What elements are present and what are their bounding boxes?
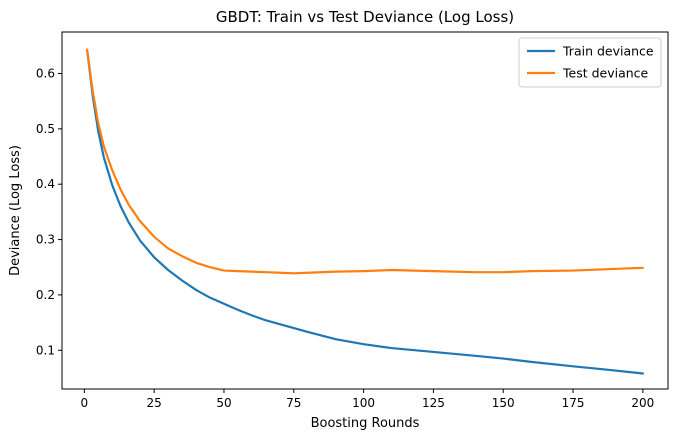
y-axis-label: Deviance (Log Loss) <box>8 145 23 276</box>
y-tick-label: 0.6 <box>36 67 55 81</box>
x-tick-label: 75 <box>286 396 301 410</box>
x-tick-label: 0 <box>81 396 89 410</box>
y-tick-label: 0.2 <box>36 288 55 302</box>
x-tick-label: 100 <box>352 396 375 410</box>
y-tick-label: 0.5 <box>36 122 55 136</box>
x-tick-label: 175 <box>562 396 585 410</box>
plot-frame <box>61 31 669 390</box>
y-tick-label: 0.4 <box>36 177 55 191</box>
x-tick-label: 50 <box>216 396 231 410</box>
x-tick-label: 200 <box>631 396 654 410</box>
chart-title: GBDT: Train vs Test Deviance (Log Loss) <box>216 8 514 26</box>
x-tick-label: 25 <box>147 396 162 410</box>
legend-label: Train deviance <box>562 44 654 59</box>
x-tick-label: 150 <box>492 396 515 410</box>
x-axis-label: Boosting Rounds <box>311 416 420 431</box>
plot-area <box>86 48 644 375</box>
y-tick-label: 0.1 <box>36 343 55 357</box>
y-tick-label: 0.3 <box>36 233 55 247</box>
legend: Train deviance Test deviance <box>518 37 662 88</box>
series-line-train <box>86 48 644 375</box>
series-line-test <box>86 48 644 275</box>
axis-ticks: 0 25 50 75 100 125 150 175 200 0.1 0.2 0.3 0.4 0.5 0.6 <box>36 67 654 410</box>
legend-label: Test deviance <box>562 66 649 81</box>
x-tick-label: 125 <box>422 396 445 410</box>
